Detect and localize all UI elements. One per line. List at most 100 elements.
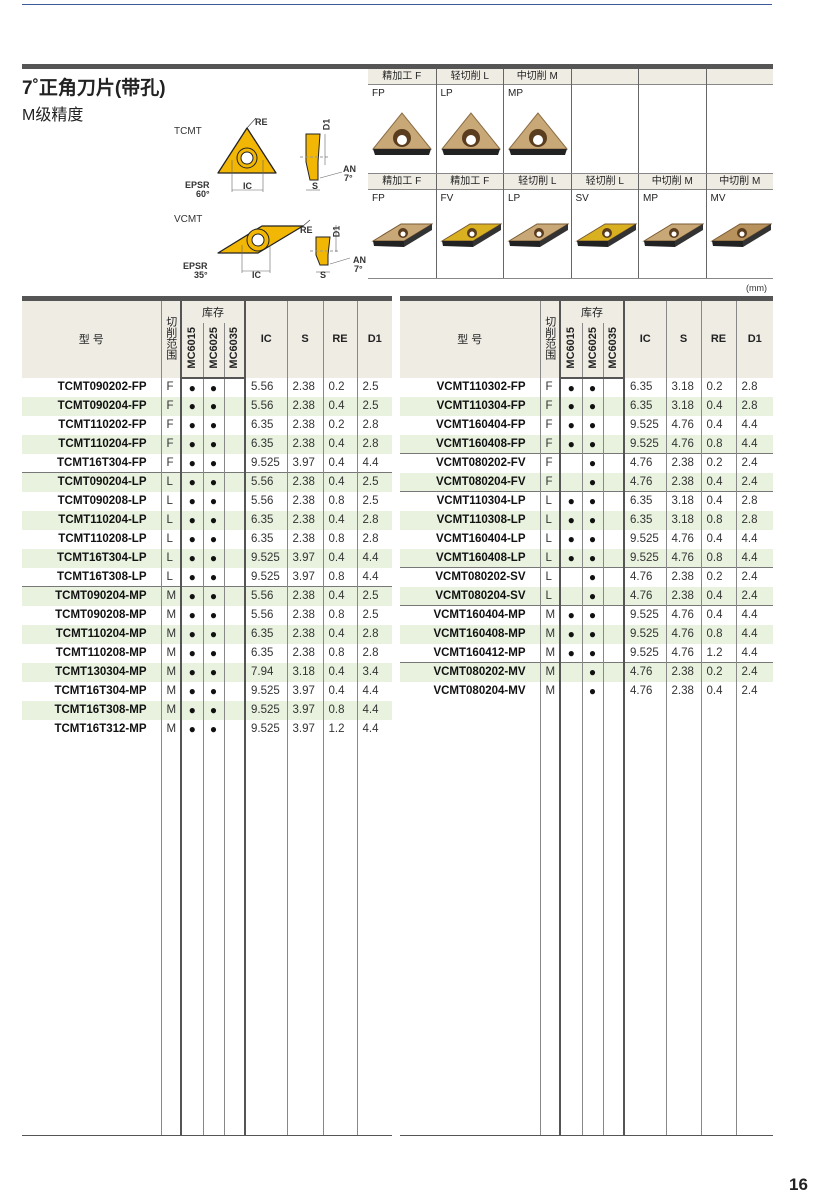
d1-header: D1 [356, 296, 392, 378]
dimension-cell: 4.76 [665, 643, 701, 663]
in-stock-dot: ● [209, 589, 218, 604]
in-stock-dot: ● [567, 550, 575, 565]
range-cell: M [539, 662, 560, 682]
stock-cell: ● [180, 605, 203, 625]
tcmt-s-label: S [312, 181, 319, 191]
in-stock-dot: ● [209, 513, 218, 527]
stock-cell: ● [180, 453, 203, 473]
model-cell: TCMT090204-MP [22, 586, 161, 606]
dimension-cell: 2.38 [286, 377, 323, 397]
table-row: VCMT110304-FP F ● ● 6.35 3.18 0.4 2.8 [400, 396, 773, 416]
chipbreaker-body: SV [572, 190, 639, 278]
dimension-cell: 2.8 [356, 529, 392, 549]
grade-label: MC6015 [565, 327, 578, 369]
grid-bottom-rule [368, 278, 773, 279]
in-stock-dot: ● [588, 608, 597, 623]
chipbreaker-code: LP [508, 193, 521, 204]
chipbreaker-row-tcmt: 精加工 F FP 轻切削 L LP 中切削 M MP [368, 69, 773, 173]
stock-cell [223, 510, 245, 530]
in-stock-dot: ● [588, 418, 597, 432]
in-stock-dot: ● [567, 627, 575, 641]
page-title: 7˚正角刀片(带孔) [22, 78, 166, 99]
stock-cell: ● [581, 681, 603, 701]
model-cell: TCMT130304-MP [22, 662, 161, 682]
dimension-cell: 0.4 [700, 681, 736, 701]
insert-image [371, 109, 433, 164]
table-row: TCMT090208-LP L ● ● 5.56 2.38 0.8 2.5 [22, 491, 392, 511]
stock-cell: ● [581, 624, 603, 644]
grade-header: MC6015 [180, 322, 203, 379]
dimension-cell: 4.4 [356, 700, 392, 720]
in-stock-dot: ● [567, 645, 575, 660]
chipbreaker-body [572, 85, 639, 173]
range-cell: M [539, 681, 560, 701]
dimension-cell: 6.35 [623, 510, 666, 530]
dimension-cell: 9.525 [623, 605, 666, 625]
chipbreaker-body: MP [504, 85, 571, 173]
dimension-cell: 5.56 [244, 396, 287, 416]
chipbreaker-cell: 中切削 M MV [705, 174, 773, 278]
dimension-cell: 2.8 [356, 643, 392, 663]
insert-image [439, 214, 503, 259]
dimension-cell: 0.2 [700, 453, 736, 473]
stock-cell: ● [180, 548, 203, 568]
chipbreaker-code: LP [440, 88, 453, 99]
re-header: RE [322, 296, 357, 378]
dimension-cell: 9.525 [244, 548, 287, 568]
dimension-cell: 2.4 [735, 586, 773, 606]
stock-cell: ● [202, 605, 224, 625]
dimension-cell: 2.8 [356, 510, 392, 530]
stock-cell [223, 415, 245, 435]
ic-header: IC [623, 296, 666, 378]
in-stock-dot: ● [588, 532, 597, 546]
stock-header: 库存 [559, 296, 624, 323]
stock-cell [223, 624, 245, 644]
stock-cell [223, 567, 245, 587]
stock-cell [223, 434, 245, 454]
stock-cell: ● [180, 472, 203, 492]
dimension-cell: 0.8 [700, 548, 736, 568]
model-cell: TCMT110204-LP [22, 510, 161, 530]
table-row: TCMT110204-MP M ● ● 6.35 2.38 0.4 2.8 [22, 624, 392, 644]
dimension-cell: 2.5 [356, 396, 392, 416]
stock-cell: ● [180, 491, 203, 511]
chipbreaker-category: 轻切削 L [571, 174, 638, 190]
dimension-cell: 9.525 [244, 719, 287, 739]
filler-row [22, 738, 392, 1136]
stock-cell: ● [180, 415, 203, 435]
chipbreaker-cell: 精加工 F FP [368, 174, 436, 278]
dimension-cell: 0.4 [322, 586, 357, 606]
dimension-cell: 4.4 [735, 548, 773, 568]
range-cell: L [539, 510, 560, 530]
stock-cell [559, 681, 582, 701]
stock-cell: ● [180, 377, 203, 397]
rhombic-insert-photo [371, 223, 434, 247]
dimension-cell: 0.8 [322, 605, 357, 625]
ic-header: IC [244, 296, 287, 378]
dimension-cell: 0.2 [322, 415, 357, 435]
range-cell: M [539, 643, 560, 663]
page-number: 16 [789, 1175, 808, 1194]
dimension-cell: 2.5 [356, 377, 392, 397]
vcmt-epsr-value: 35° [194, 270, 208, 280]
dimension-cell: 4.76 [623, 586, 666, 606]
in-stock-dot: ● [588, 684, 597, 698]
model-cell: VCMT080202-FV [400, 453, 540, 473]
range-cell: L [160, 529, 181, 549]
table-row: VCMT160412-MP M ● ● 9.525 4.76 1.2 4.4 [400, 643, 773, 663]
chipbreaker-code: MP [508, 88, 523, 99]
in-stock-dot: ● [209, 437, 218, 451]
dimension-cell: 4.76 [665, 434, 701, 454]
grade-label: MC6025 [586, 327, 599, 369]
table-row: TCMT110204-LP L ● ● 6.35 2.38 0.4 2.8 [22, 510, 392, 530]
chipbreaker-category [639, 69, 706, 85]
chipbreaker-category: 精加工 F [436, 174, 503, 190]
model-cell: TCMT090208-LP [57, 495, 147, 507]
dimension-cell: 7.94 [244, 662, 287, 682]
chipbreaker-cell: 轻切削 L SV [570, 174, 639, 278]
model-cell: TCMT16T304-MP [54, 685, 147, 697]
vcmt-an-label: AN [353, 255, 366, 265]
insert-image [709, 214, 773, 259]
dimension-cell: 0.2 [700, 377, 736, 397]
dimension-cell: 3.18 [665, 396, 701, 416]
